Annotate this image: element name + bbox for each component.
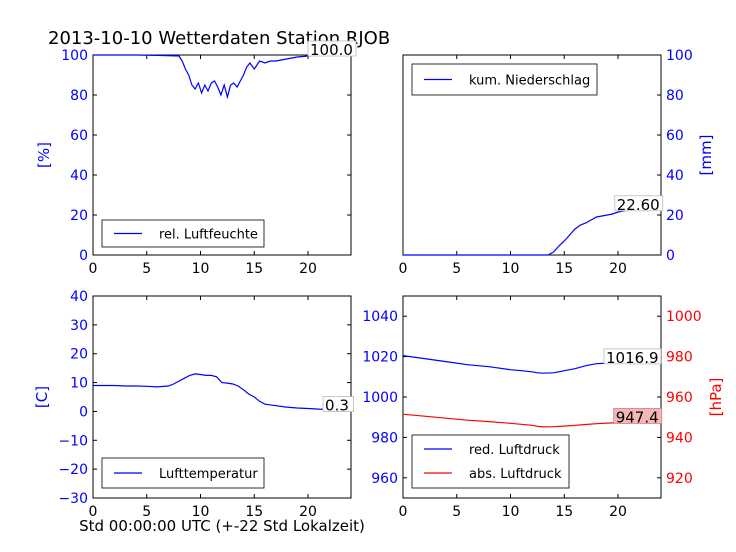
precip-legend-label: kum. Niederschlag xyxy=(469,74,590,89)
temperature-annotation-box xyxy=(322,396,354,412)
pressure-ytick-label: 1000 xyxy=(362,390,398,406)
figure-xlabel: Std 00:00:00 UTC (+-22 Std Lokalzeit) xyxy=(79,517,365,535)
temperature-ytick-label: 20 xyxy=(70,347,88,363)
pressure-xtick-label: 15 xyxy=(555,504,573,520)
precip-ytick-label: 80 xyxy=(666,88,684,104)
pressure-y2tick-label: 1000 xyxy=(666,309,702,325)
pressure-xtick-label: 5 xyxy=(452,504,461,520)
temperature-xtick-label: 20 xyxy=(299,504,317,520)
temperature-ytick-label: −30 xyxy=(58,491,88,507)
precip-ylabel: [mm] xyxy=(697,135,715,176)
pressure-annotation-label: 1016.9 xyxy=(606,349,659,367)
temperature-xtick-label: 5 xyxy=(142,504,151,520)
precip-ytick-label: 60 xyxy=(666,128,684,144)
humidity-legend-label: rel. Luftfeuchte xyxy=(159,228,258,243)
pressure-xtick-label: 10 xyxy=(502,504,520,520)
pressure-ytick-label: 1040 xyxy=(362,309,398,325)
precip-annotation-box xyxy=(614,195,664,212)
temperature-series-line-0 xyxy=(93,373,352,412)
precip-xtick-label: 15 xyxy=(555,261,573,277)
humidity-xtick-label: 5 xyxy=(142,261,151,277)
precip-ytick-label: 40 xyxy=(666,168,684,184)
precip-xtick-label: 5 xyxy=(452,261,461,277)
pressure-annotation-box xyxy=(613,408,663,424)
temperature-ytick-label: −20 xyxy=(58,462,88,478)
humidity-xtick-label: 20 xyxy=(299,261,317,277)
precip-panel: [mm] 0 5 10 15 20 0 20 40 60 80 100 22.60 kum. Niede… xyxy=(399,48,715,277)
pressure-legend-box xyxy=(411,434,570,489)
pressure-panel: [hPa] 0 5 10 15 20 960 980 1000 1020 1040 920 940 96… xyxy=(362,295,725,520)
temperature-ytick-label: 10 xyxy=(70,376,88,392)
humidity-ytick-label: 100 xyxy=(61,48,88,64)
temperature-ytick-label: 40 xyxy=(70,289,88,305)
precip-annotation-label: 22.60 xyxy=(617,196,660,214)
humidity-ytick-label: 60 xyxy=(70,128,88,144)
precip-ytick-label: 0 xyxy=(666,248,675,264)
humidity-ytick-label: 0 xyxy=(79,248,88,264)
figure-title: 2013-10-10 Wetterdaten Station RJOB xyxy=(48,28,390,49)
precip-plot-area: 0 5 10 15 20 0 20 40 60 80 100 22.60 kum. Niederschl… xyxy=(399,48,693,277)
pressure-legend-label: abs. Luftdruck xyxy=(469,467,562,482)
precip-xtick-label: 20 xyxy=(609,261,627,277)
humidity-xtick-label: 15 xyxy=(245,261,263,277)
pressure-plot-area: 0 5 10 15 20 960 980 1000 1020 1040 920 940 960 980 10… xyxy=(362,295,702,520)
temperature-ytick-label: −10 xyxy=(58,433,88,449)
pressure-y2tick-label: 960 xyxy=(666,390,693,406)
pressure-y2label: [hPa] xyxy=(707,378,725,417)
precip-series-line-0 xyxy=(403,209,661,256)
temperature-panel: [C] 0 5 10 15 20 −30 −20 −10 0 10 20 30 40 0.3 Lufttem… xyxy=(33,289,354,520)
humidity-xtick-label: 0 xyxy=(89,261,98,277)
precip-xtick-label: 0 xyxy=(399,261,408,277)
pressure-annotation-label: 947.4 xyxy=(616,408,659,426)
humidity-ytick-label: 40 xyxy=(70,168,88,184)
pressure-legend-label: red. Luftdruck xyxy=(469,443,560,458)
pressure-y2tick-label: 980 xyxy=(666,350,693,366)
pressure-ytick-label: 960 xyxy=(371,471,398,487)
precip-ytick-label: 100 xyxy=(666,48,693,64)
temperature-ytick-label: 0 xyxy=(79,404,88,420)
temperature-xtick-label: 15 xyxy=(245,504,263,520)
pressure-y2tick-label: 940 xyxy=(666,430,693,446)
humidity-annotation-box xyxy=(307,40,357,57)
pressure-y2tick-label: 920 xyxy=(666,471,693,487)
pressure-ytick-label: 1020 xyxy=(362,350,398,366)
humidity-annotation-label: 100.0 xyxy=(310,41,353,59)
humidity-ytick-label: 80 xyxy=(70,88,88,104)
temperature-ytick-label: 30 xyxy=(70,318,88,334)
humidity-xtick-label: 10 xyxy=(192,261,210,277)
humidity-series-line-0 xyxy=(93,54,351,100)
humidity-ylabel: [%] xyxy=(35,142,53,168)
humidity-panel: [%] 0 5 10 15 20 0 20 40 60 80 100 100.0 rel. Luftfe… xyxy=(35,40,357,277)
pressure-xtick-label: 20 xyxy=(609,504,627,520)
pressure-ytick-label: 980 xyxy=(371,430,398,446)
humidity-plot-area: 0 5 10 15 20 0 20 40 60 80 100 100.0 rel. Luftfeucht… xyxy=(61,40,357,277)
temperature-ylabel: [C] xyxy=(33,386,51,408)
temperature-annotation-label: 0.3 xyxy=(325,397,349,415)
precip-ytick-label: 20 xyxy=(666,208,684,224)
temperature-xtick-label: 10 xyxy=(192,504,210,520)
temperature-legend-label: Lufttemperatur xyxy=(159,467,258,482)
pressure-xtick-label: 0 xyxy=(399,504,408,520)
temperature-xtick-label: 0 xyxy=(89,504,98,520)
temperature-plot-area: 0 5 10 15 20 −30 −20 −10 0 10 20 30 40 0.3 Lufttempera… xyxy=(58,289,354,520)
pressure-annotation-box xyxy=(603,348,662,365)
humidity-ytick-label: 20 xyxy=(70,208,88,224)
precip-xtick-label: 10 xyxy=(502,261,520,277)
humidity-frame xyxy=(92,54,352,256)
